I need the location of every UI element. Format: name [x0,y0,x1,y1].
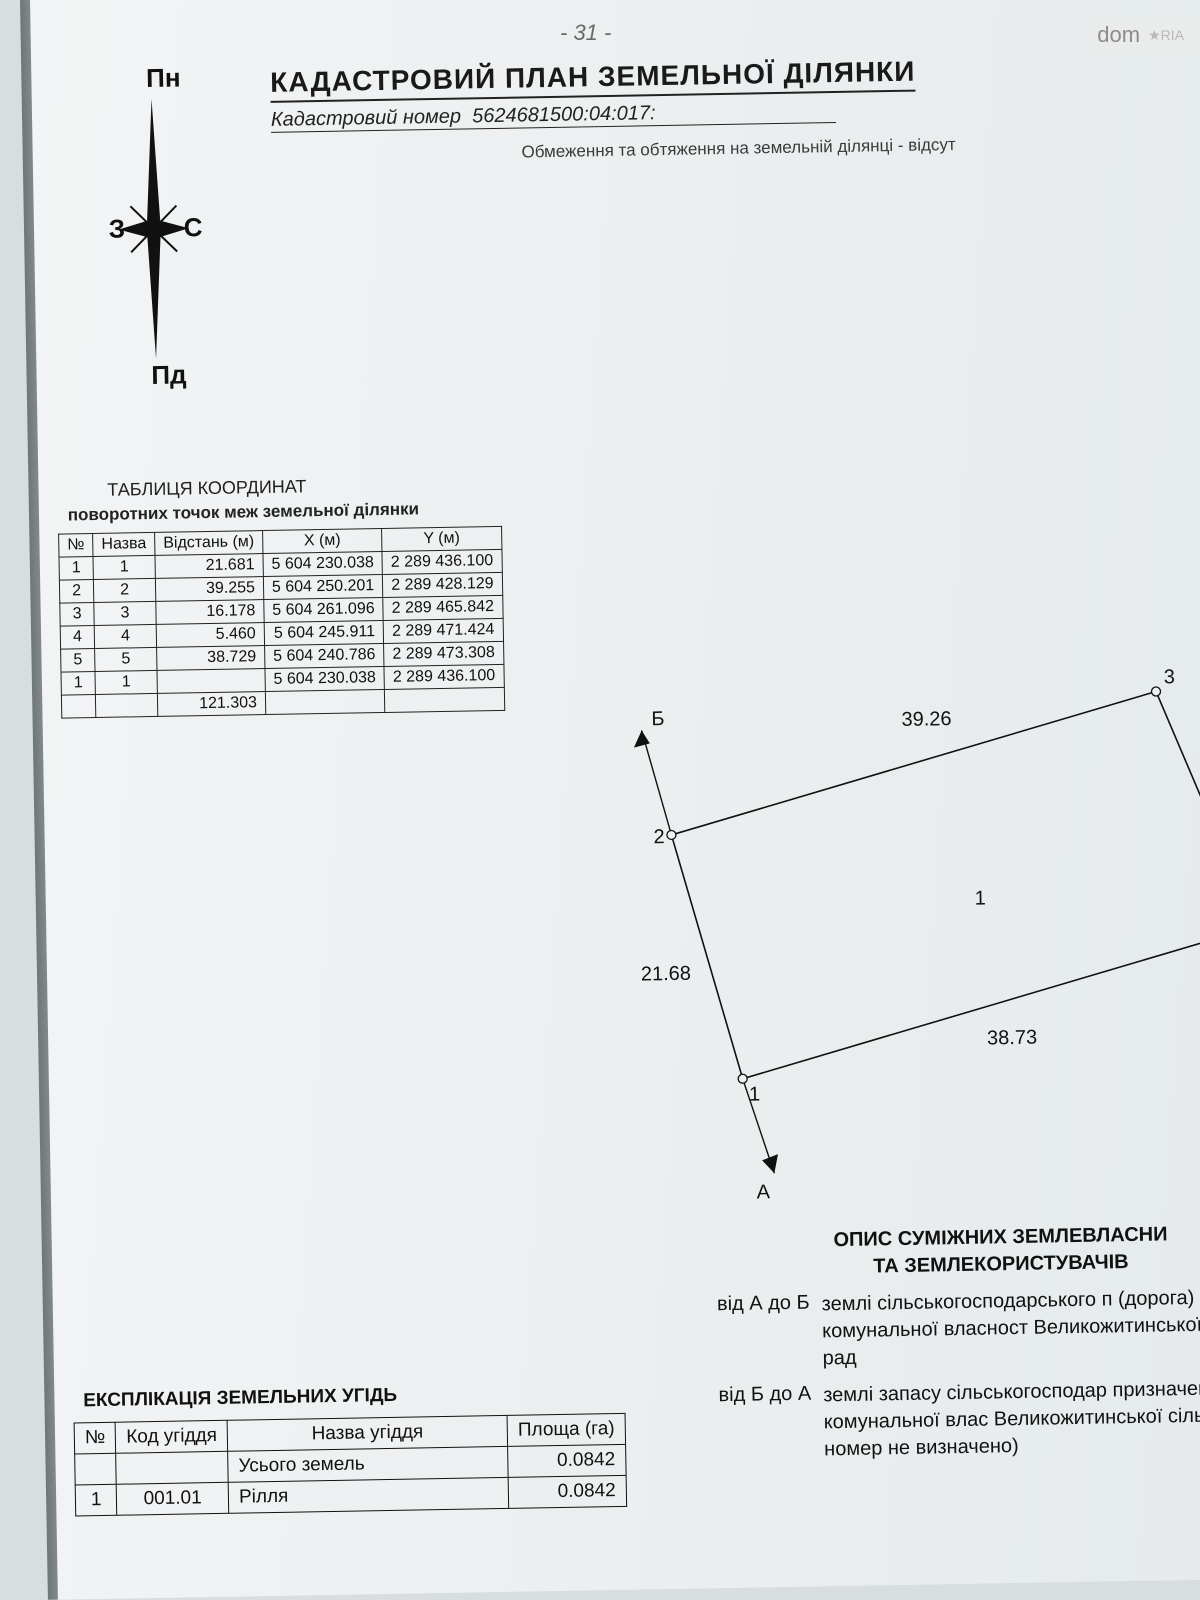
neighbour-row: від Б до Аземлі запасу сільськогосподар … [693,1374,1200,1466]
svg-text:39.26: 39.26 [901,708,951,731]
svg-text:3: 3 [1164,666,1176,688]
table-header: X (м) [262,528,382,553]
page-number: - 31 - [560,20,611,46]
svg-text:38.73: 38.73 [987,1027,1037,1050]
watermark-text: dom [1097,22,1140,48]
table-header: Відстань (м) [155,531,263,556]
neighbour-row: від А до Бземлі сільськогосподарського п… [691,1283,1200,1375]
neighbour-label: від Б до А [693,1382,824,1465]
svg-text:Пд: Пд [151,359,187,390]
compass-icon [117,98,192,359]
svg-text:Пн: Пн [146,62,181,93]
svg-text:1: 1 [749,1083,761,1105]
svg-text:1: 1 [974,887,986,909]
explication-table: № Код угіддя Назва угіддя Площа (га) Усь… [74,1413,627,1517]
restrictions-note: Обмеження та обтяження на земельній діля… [521,131,1200,163]
svg-text:2: 2 [653,826,665,848]
watermark-suffix: ★RIA [1148,27,1184,44]
coordinates-table: №НазваВідстань (м)X (м)Y (м) 1121.6815 6… [58,526,505,719]
parcel-diagram: БА12345121.6839.2616.185.438.73 [540,610,1200,1182]
svg-text:А: А [757,1181,771,1203]
table-header: № [59,534,94,558]
table-header: Y (м) [382,526,502,551]
neighbour-text: землі сільськогосподарського п (дорога) … [821,1283,1200,1373]
watermark-badge: dom ★RIA [1081,16,1200,54]
neighbour-text: землі запасу сільськогосподар призначенн… [823,1374,1200,1464]
neighbour-label: від А до Б [691,1291,822,1374]
svg-text:Б: Б [651,708,665,730]
compass-rose: Пн Пд З С [106,57,272,400]
table-header: Назва [93,532,155,556]
svg-text:С: С [183,212,203,242]
neighbours-block: ОПИС СУМІЖНИХ ЗЕМЛЕВЛАСНИ ТА ЗЕМЛЕКОРИСТ… [690,1219,1200,1466]
cadastral-line: Кадастровий номер 5624681500:04:017: [271,99,836,133]
svg-text:21.68: 21.68 [641,963,691,986]
